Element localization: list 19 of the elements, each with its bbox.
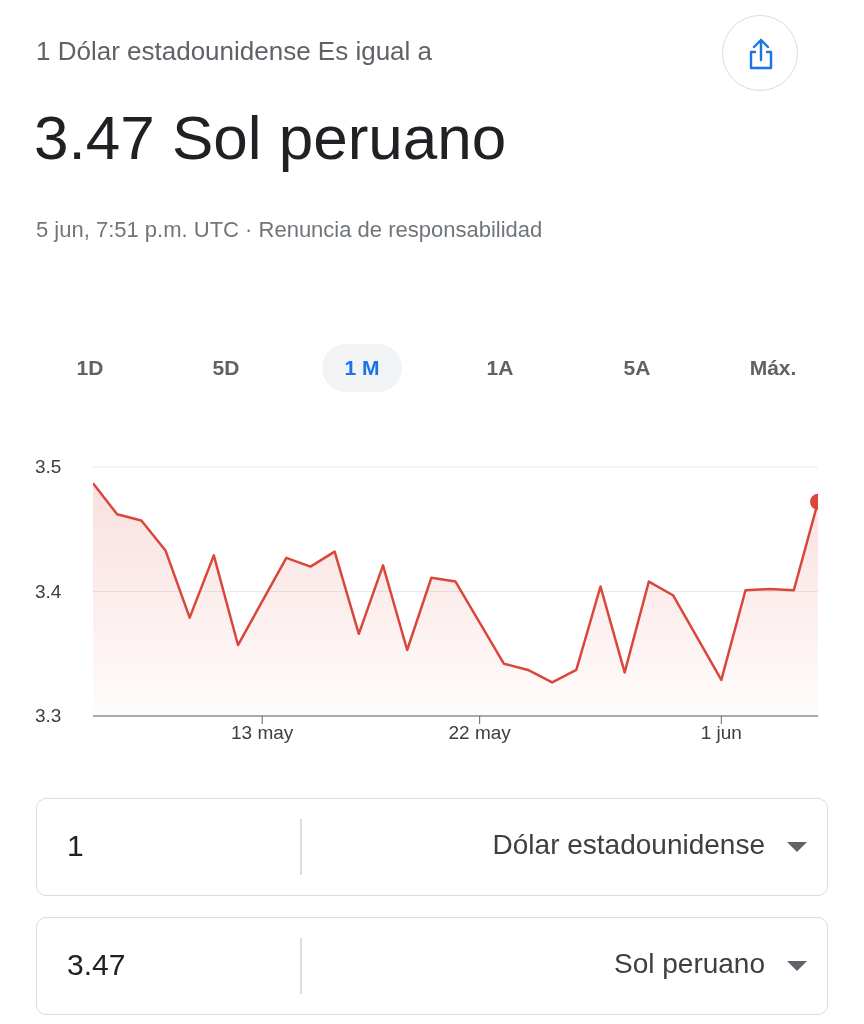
text: 1A — [486, 356, 514, 380]
text: Dólar estadounidense — [492, 829, 765, 860]
text: 3.47 — [67, 948, 126, 981]
y-tick-label: 3.3 — [35, 705, 62, 726]
x-tick-label: 1 jun — [700, 722, 742, 744]
text: 1 M — [344, 356, 380, 380]
text: 5 jun, 7:51 p.m. UTC · Renuncia de responsabilidad — [36, 217, 543, 242]
text: 5D — [212, 356, 240, 380]
text: 5A — [623, 356, 651, 380]
x-tick-label: 22 may — [448, 722, 512, 744]
text: 1 — [67, 829, 84, 862]
chart-title: 3.47 Sol peruano — [34, 103, 507, 172]
text: Máx. — [749, 356, 797, 380]
y-tick-label: 3.5 — [35, 456, 62, 477]
chart-subtitle: 1 Dólar estadounidense Es igual a — [36, 36, 433, 66]
text: Sol peruano — [613, 948, 765, 979]
text: 1D — [76, 356, 104, 380]
x-tick-label: 13 may — [231, 722, 294, 744]
y-tick-label: 3.4 — [35, 580, 62, 602]
